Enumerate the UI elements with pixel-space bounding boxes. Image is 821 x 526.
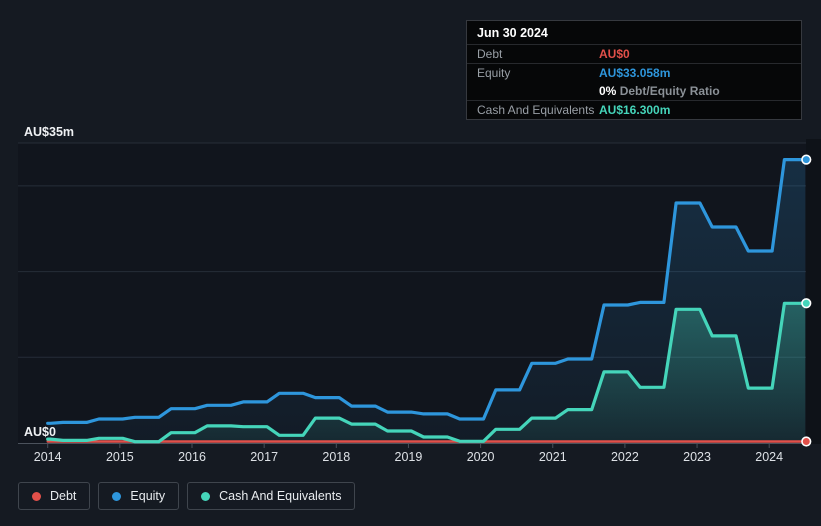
cash-legend-dot-icon bbox=[201, 491, 211, 501]
tooltip-row-equity: Equity AU$33.058m bbox=[467, 64, 801, 82]
equity-legend-dot-icon bbox=[112, 491, 122, 501]
tooltip-date: Jun 30 2024 bbox=[467, 21, 801, 45]
tooltip-equity-label: Equity bbox=[477, 65, 511, 80]
x-tick-label: 2021 bbox=[539, 450, 567, 464]
legend-label-cash: Cash And Equivalents bbox=[219, 489, 342, 503]
tooltip-row-debt: Debt AU$0 bbox=[467, 45, 801, 64]
tooltip-debt-label: Debt bbox=[477, 46, 503, 61]
tooltip-debt-value: AU$0 bbox=[599, 46, 630, 61]
x-tick-label: 2023 bbox=[683, 450, 711, 464]
chart-legend: Debt Equity Cash And Equivalents bbox=[18, 482, 356, 510]
legend-label-debt: Debt bbox=[50, 489, 77, 503]
cash-area bbox=[47, 303, 806, 443]
tooltip-cash-label: Cash And Equivalents bbox=[477, 102, 595, 117]
y-axis-label-top: AU$35m bbox=[24, 125, 74, 139]
legend-item-equity[interactable]: Equity bbox=[98, 482, 180, 510]
equity-endpoint-marker bbox=[801, 154, 812, 165]
x-tick-label: 2015 bbox=[106, 450, 134, 464]
legend-item-cash[interactable]: Cash And Equivalents bbox=[187, 482, 356, 510]
legend-label-equity: Equity bbox=[130, 489, 166, 503]
debt-equity-ratio: 0% Debt/Equity Ratio bbox=[599, 84, 720, 99]
x-tick-label: 2020 bbox=[467, 450, 495, 464]
x-tick-label: 2014 bbox=[34, 450, 62, 464]
y-axis-label-bottom: AU$0 bbox=[24, 425, 56, 439]
tooltip-row-cash: Cash And Equivalents AU$16.300m bbox=[467, 101, 801, 119]
ratio-percent: 0% bbox=[599, 83, 617, 98]
cash-line bbox=[46, 301, 807, 444]
debt-legend-dot-icon bbox=[32, 491, 41, 501]
tooltip-cash-value: AU$16.300m bbox=[599, 102, 671, 117]
x-tick-label: 2017 bbox=[250, 450, 278, 464]
x-tick-label: 2016 bbox=[178, 450, 206, 464]
future-band bbox=[806, 139, 821, 444]
cash-endpoint-marker bbox=[801, 298, 812, 309]
x-tick-label: 2024 bbox=[755, 450, 783, 464]
legend-item-debt[interactable]: Debt bbox=[18, 482, 91, 510]
tooltip-row-ratio: 0% Debt/Equity Ratio bbox=[467, 82, 801, 101]
x-tick-label: 2022 bbox=[611, 450, 639, 464]
debt-endpoint-marker bbox=[801, 436, 812, 447]
x-tick-label: 2019 bbox=[395, 450, 423, 464]
x-tick-label: 2018 bbox=[322, 450, 350, 464]
ratio-caption: Debt/Equity Ratio bbox=[619, 83, 720, 98]
chart-tooltip: Jun 30 2024 Debt AU$0 Equity AU$33.058m … bbox=[466, 20, 802, 120]
tooltip-equity-value: AU$33.058m bbox=[599, 65, 671, 80]
equity-line bbox=[46, 158, 807, 425]
